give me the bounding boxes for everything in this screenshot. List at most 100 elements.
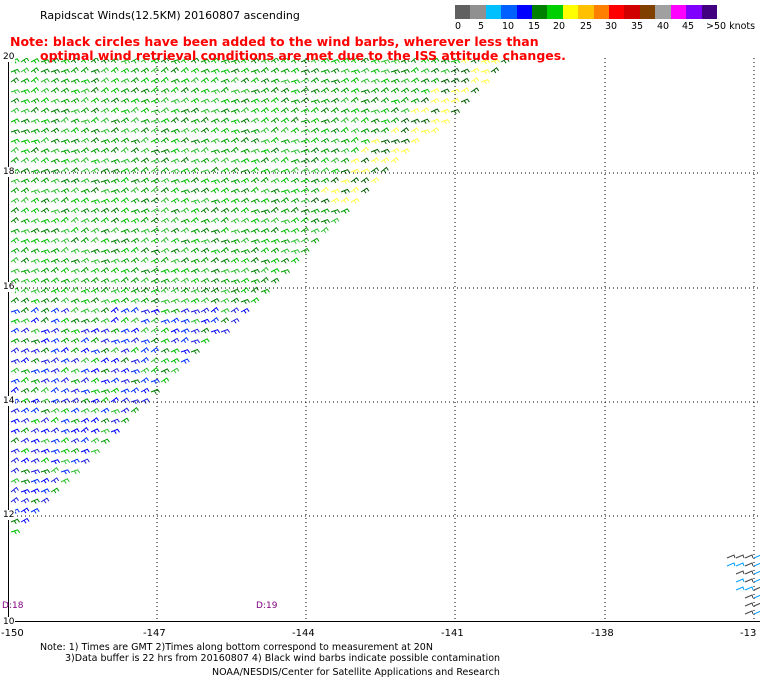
wind-barb	[70, 458, 80, 464]
wind-barb	[180, 58, 190, 64]
wind-barb	[90, 148, 100, 154]
wind-barb	[120, 128, 130, 134]
wind-barb	[220, 157, 230, 164]
wind-barb	[130, 117, 140, 124]
wind-barb	[30, 169, 41, 175]
wind-barb	[210, 257, 220, 264]
wind-barb	[30, 248, 40, 254]
wind-barb	[180, 78, 190, 84]
wind-barb	[130, 186, 139, 194]
wind-barb	[80, 127, 90, 134]
wind-barb	[330, 148, 340, 154]
wind-barb	[20, 257, 30, 264]
wind-barb	[50, 307, 60, 314]
wind-barb	[200, 277, 210, 284]
wind-barb	[100, 58, 110, 64]
legend-unit-label: >50 knots	[706, 21, 756, 32]
wind-barb	[90, 349, 101, 355]
wind-barb	[270, 126, 279, 134]
wind-barb	[210, 306, 219, 314]
wind-barb	[200, 127, 210, 134]
wind-barb	[40, 457, 50, 464]
wind-barb	[40, 207, 50, 214]
wind-barb	[240, 136, 250, 144]
wind-barb	[180, 239, 191, 245]
wind-barb	[50, 237, 60, 244]
wind-barb	[10, 277, 20, 284]
wind-barb	[410, 77, 420, 84]
wind-barb	[230, 98, 240, 104]
wind-barb	[180, 277, 190, 284]
wind-barb	[170, 128, 180, 134]
wind-barb	[290, 177, 300, 184]
wind-barb	[230, 76, 239, 84]
wind-barb	[210, 249, 221, 255]
wind-barb	[130, 147, 140, 154]
lon-label: -141	[441, 628, 464, 639]
wind-barb	[100, 198, 110, 204]
wind-barb	[360, 67, 370, 74]
wind-barb	[200, 318, 210, 324]
wind-barb	[470, 77, 480, 84]
wind-barb	[260, 107, 270, 114]
wind-barb	[250, 89, 261, 95]
wind-barb	[30, 317, 40, 324]
wind-barb	[753, 554, 760, 559]
wind-barb	[440, 58, 450, 64]
wind-barb	[20, 369, 31, 375]
wind-barb	[230, 279, 241, 285]
lat-lon-grid	[9, 58, 760, 621]
wind-barb	[150, 227, 160, 234]
wind-barb	[150, 357, 160, 364]
wind-barb	[220, 167, 230, 174]
wind-barb	[160, 207, 170, 214]
wind-barb	[40, 386, 49, 394]
wind-barb	[140, 77, 150, 84]
wind-barb	[50, 398, 60, 404]
wind-barb	[60, 398, 70, 404]
wind-barb	[130, 58, 140, 64]
wind-barb	[60, 478, 70, 484]
wind-barb	[60, 237, 70, 244]
wind-barb	[230, 238, 241, 245]
wind-barb	[300, 216, 309, 224]
wind-barb	[60, 68, 70, 75]
wind-barb	[80, 389, 91, 395]
wind-barb	[130, 87, 140, 94]
wind-barb	[90, 377, 100, 384]
legend-swatch	[470, 5, 486, 19]
wind-barb	[340, 116, 349, 124]
wind-barb	[100, 328, 110, 334]
wind-barb	[753, 610, 760, 615]
wind-barb	[60, 448, 70, 454]
wind-barb	[20, 78, 30, 84]
wind-barb	[70, 447, 80, 454]
wind-barb	[290, 257, 300, 264]
wind-barb	[190, 228, 200, 234]
wind-barb	[370, 78, 380, 84]
wind-barb	[320, 198, 330, 204]
wind-barb	[250, 278, 261, 285]
wind-barb	[40, 228, 50, 234]
wind-barb	[80, 218, 90, 224]
wind-barb	[30, 469, 41, 475]
wind-barb	[300, 148, 310, 154]
wind-barb	[170, 197, 180, 204]
wind-barb	[120, 67, 130, 74]
wind-barb	[230, 119, 241, 125]
wind-barb	[110, 188, 120, 195]
wind-barb	[190, 318, 200, 325]
wind-barb	[120, 187, 130, 194]
wind-barb	[260, 238, 270, 244]
wind-barb	[80, 66, 89, 74]
wind-barb	[30, 328, 40, 334]
wind-barb	[140, 127, 150, 134]
wind-barb	[90, 307, 100, 314]
wind-barb	[250, 117, 260, 124]
wind-barb	[220, 197, 230, 204]
wind-barb	[90, 328, 100, 334]
wind-barb	[90, 227, 100, 234]
wind-barb	[200, 338, 210, 344]
wind-barbs-layer	[10, 58, 760, 615]
wind-barb	[190, 277, 200, 284]
